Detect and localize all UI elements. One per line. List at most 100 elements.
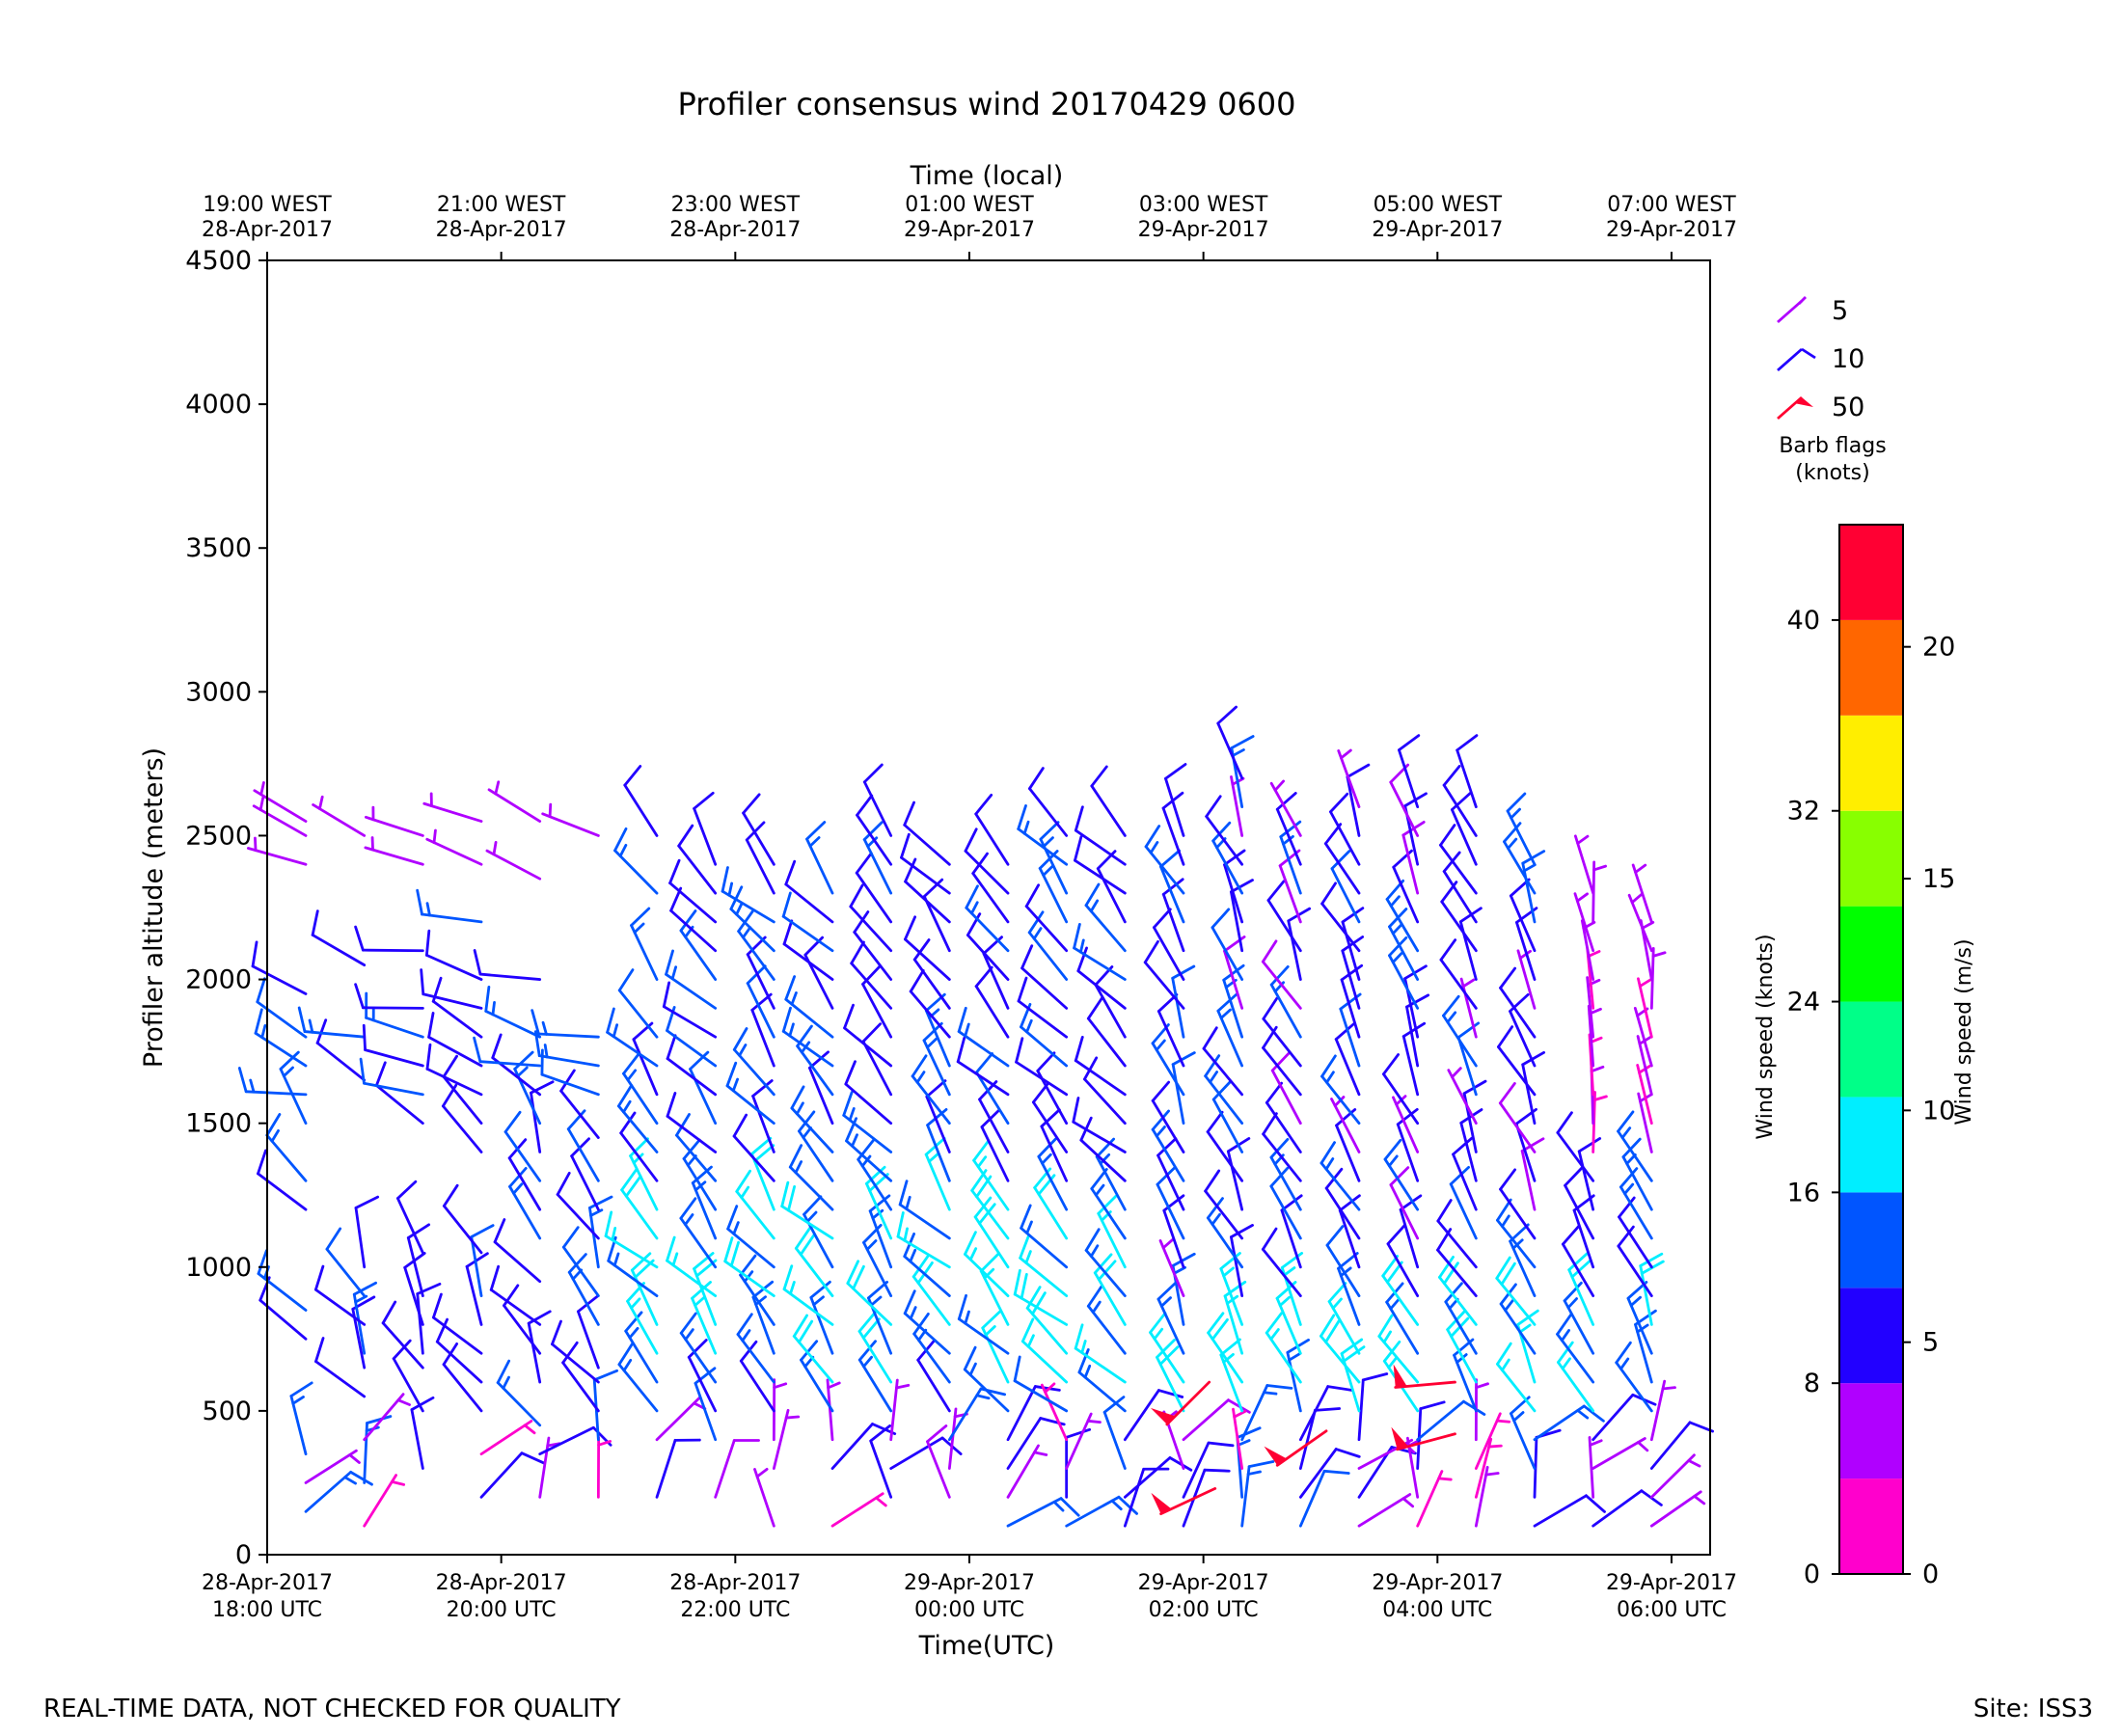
wind-barb — [1617, 1225, 1653, 1297]
barb-full — [1557, 1341, 1574, 1364]
barb-shaft — [607, 1259, 659, 1297]
wind-barb — [1207, 1312, 1244, 1384]
barb-shaft — [1416, 1470, 1444, 1528]
barb-full — [624, 1311, 643, 1333]
barb-shaft — [470, 1235, 483, 1297]
barb-full — [1096, 850, 1117, 871]
barb-shaft — [1592, 1393, 1635, 1442]
colorbar-segment — [1839, 906, 1903, 1002]
wind-barb — [289, 1381, 313, 1456]
barb-shaft — [1261, 1247, 1302, 1297]
barb-shaft — [965, 906, 1010, 953]
barb-shaft — [1389, 1183, 1420, 1240]
barb-half — [1078, 938, 1085, 954]
barb-full — [1503, 822, 1522, 844]
wind-barb-strong — [1264, 1429, 1328, 1467]
barb-shaft — [1205, 815, 1244, 866]
wind-barb — [623, 765, 659, 837]
barb-shaft — [853, 931, 893, 981]
barb-shaft — [750, 1153, 775, 1211]
wind-barb — [781, 891, 834, 953]
wind-barb — [1153, 908, 1185, 981]
barb-full — [473, 949, 482, 976]
barb-shaft — [979, 1269, 1010, 1326]
barb-full — [1117, 1495, 1138, 1515]
wind-barb — [666, 1034, 718, 1097]
barb-full — [1074, 835, 1083, 862]
barb-full — [1164, 763, 1187, 780]
barb-full — [790, 1085, 805, 1110]
barb-full — [737, 909, 754, 933]
wind-barb — [556, 1171, 600, 1240]
barb-full — [442, 1054, 458, 1078]
barb-shaft — [479, 1420, 533, 1456]
wind-barb — [1320, 882, 1361, 953]
barb-shaft — [254, 1031, 308, 1068]
barb-shaft — [1442, 870, 1478, 924]
barb-half — [925, 1037, 938, 1049]
barb-full — [857, 1340, 877, 1362]
barb-full — [1320, 882, 1337, 906]
barb-shaft — [1510, 1412, 1537, 1470]
wind-barb — [359, 1057, 424, 1097]
barb-shaft — [312, 803, 367, 837]
barb-shaft — [325, 1247, 367, 1297]
barb-shaft — [665, 972, 718, 1010]
barb-full — [1279, 820, 1302, 838]
barb-shaft — [1025, 1306, 1069, 1355]
wind-barb — [1442, 765, 1478, 837]
barb-full — [588, 1195, 613, 1209]
wind-barb — [1019, 1234, 1069, 1297]
barb-full — [1688, 1421, 1714, 1433]
wind-barb — [424, 929, 483, 981]
barb-full — [723, 1236, 734, 1263]
wind-barb — [503, 1110, 542, 1182]
barb-full — [729, 1240, 740, 1267]
barb-full — [1216, 992, 1238, 1013]
barb-shaft — [1617, 1129, 1653, 1182]
colorbar-frame — [1838, 524, 1904, 1575]
barb-shaft — [794, 1246, 834, 1297]
wind-barb — [798, 1110, 834, 1182]
barb-half — [1634, 863, 1647, 874]
barb-full — [898, 1180, 909, 1207]
wind-barb — [1619, 1167, 1653, 1240]
barb-shaft — [493, 1240, 542, 1284]
barb-half — [773, 1382, 788, 1390]
barb-full — [726, 1205, 739, 1231]
wind-barb — [1161, 878, 1185, 953]
barb-full — [354, 925, 365, 952]
barb-half — [976, 1155, 988, 1169]
wind-barb — [465, 1252, 489, 1326]
wind-barb — [588, 1195, 613, 1269]
barb-shaft — [1156, 1010, 1185, 1068]
barb-shaft — [313, 1288, 367, 1326]
barb-shaft — [861, 983, 893, 1039]
barb-full — [1206, 1110, 1224, 1133]
barb-shaft — [669, 909, 718, 953]
wind-barb — [1474, 1465, 1500, 1528]
barb-full — [781, 1006, 792, 1033]
barb-full — [1020, 1317, 1035, 1343]
barb-shaft — [1097, 1211, 1127, 1269]
barb-shaft — [1649, 1490, 1702, 1528]
barb-shaft — [1521, 861, 1537, 924]
wind-barb — [1298, 1469, 1350, 1528]
wind-barb — [1637, 977, 1653, 1039]
barb-shaft — [1619, 1185, 1653, 1240]
barb-shaft — [315, 1042, 367, 1082]
barb-shaft — [537, 1032, 600, 1039]
barb-full — [1262, 996, 1279, 1020]
barb-full — [1162, 1194, 1185, 1212]
barb-full — [782, 1264, 794, 1291]
wind-barb — [487, 780, 542, 823]
barb-shaft — [1223, 1294, 1244, 1355]
barb-half — [1042, 836, 1054, 848]
barb-shaft — [1617, 1244, 1653, 1297]
y-axis-label: Profiler altitude (meters) — [139, 747, 169, 1068]
barb-shaft — [1161, 892, 1185, 953]
wind-barb — [1093, 1253, 1127, 1326]
barb-shaft — [1020, 1025, 1069, 1068]
top-tick-label-date: 29-Apr-2017 — [904, 218, 1035, 242]
wind-barb — [256, 977, 308, 1039]
